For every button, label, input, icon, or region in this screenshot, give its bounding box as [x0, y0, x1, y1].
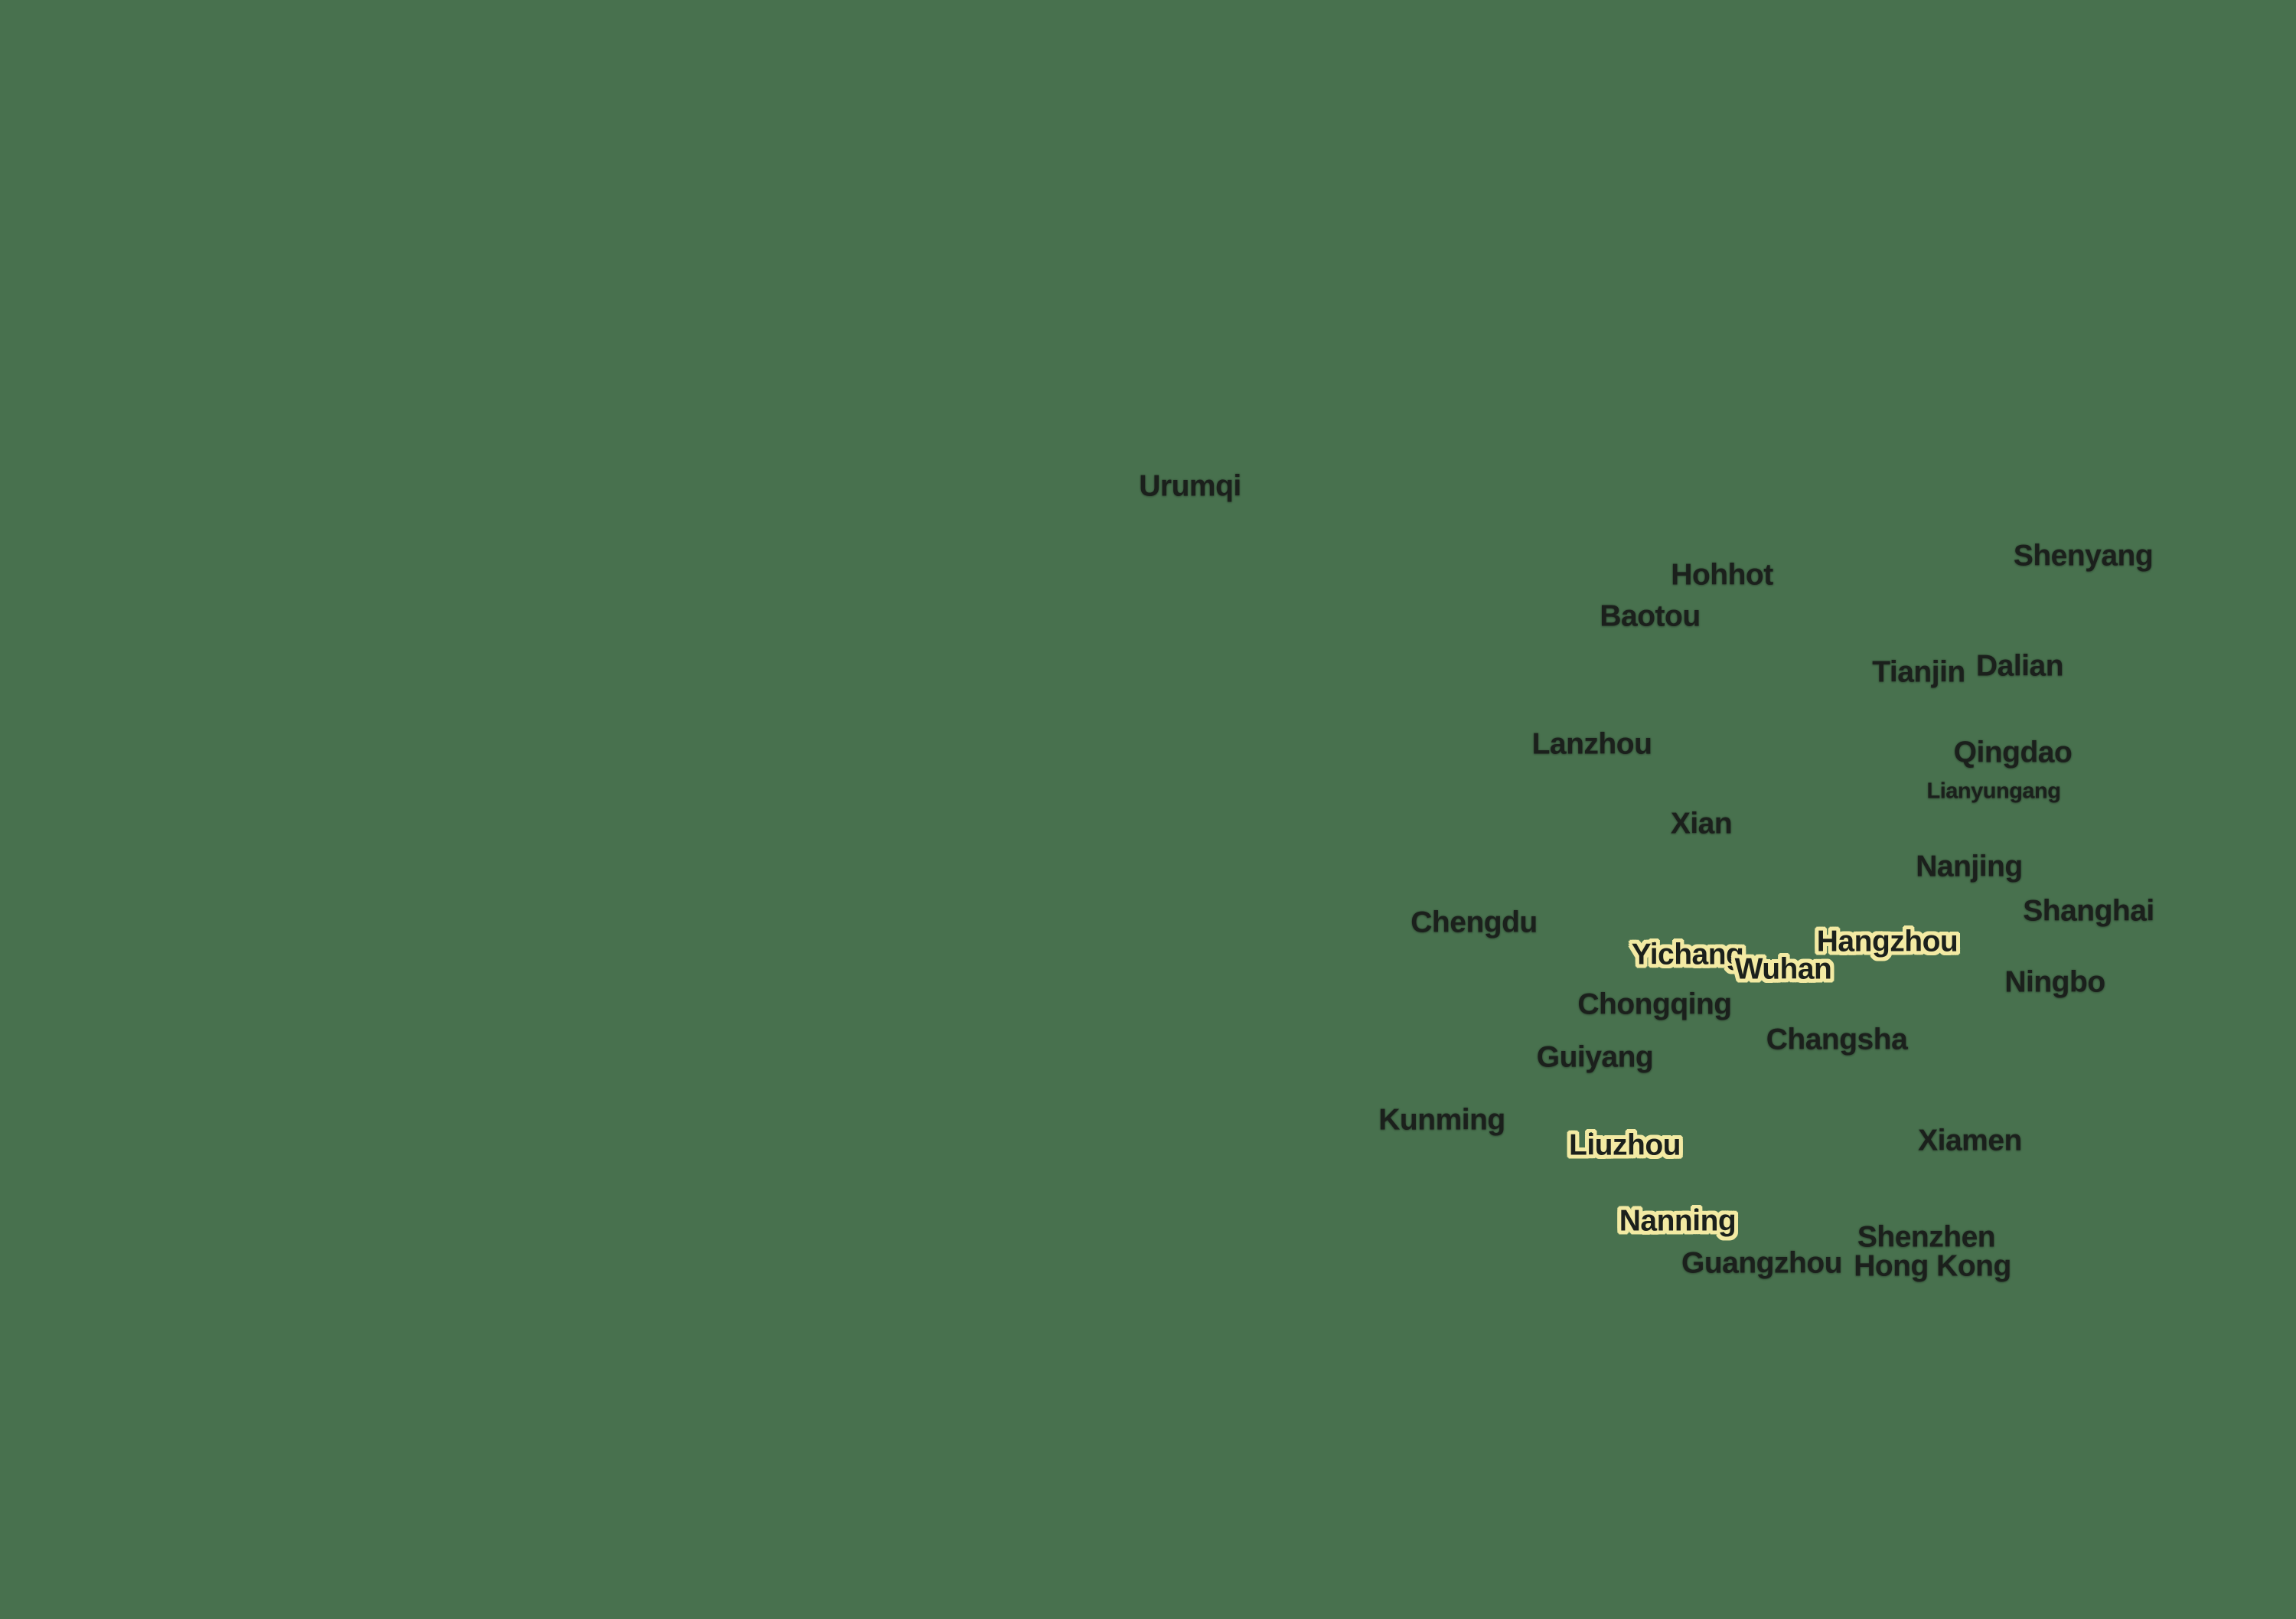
city-label-baotou: Baotou	[1600, 599, 1701, 633]
city-label-guiyang: Guiyang	[1536, 1040, 1654, 1074]
city-label-wuhan: Wuhan	[1734, 952, 1832, 986]
city-label-chongqing: Chongqing	[1577, 987, 1732, 1021]
city-label-xiamen: Xiamen	[1918, 1124, 2022, 1157]
city-label-qingdao: Qingdao	[1953, 736, 2073, 769]
city-label-ningbo: Ningbo	[2004, 965, 2105, 999]
city-label-shenyang: Shenyang	[2013, 539, 2154, 573]
city-label-liuzhou: Liuzhou	[1569, 1128, 1681, 1162]
city-label-lianyungang: Lianyungang	[1926, 778, 2061, 804]
city-label-kunming: Kunming	[1378, 1103, 1505, 1137]
city-label-yichang: Yichang	[1631, 938, 1744, 971]
city-label-hong-kong: Hong Kong	[1854, 1249, 2011, 1283]
city-label-chengdu: Chengdu	[1411, 906, 1538, 939]
city-label-shanghai: Shanghai	[2023, 894, 2154, 928]
city-label-nanning: Nanning	[1619, 1204, 1737, 1238]
city-label-shenzhen: Shenzhen	[1857, 1220, 1996, 1254]
city-label-xian: Xian	[1670, 807, 1733, 841]
city-label-urumqi: Urumqi	[1139, 469, 1241, 503]
city-label-nanjing: Nanjing	[1916, 850, 2023, 883]
city-label-dalian: Dalian	[1975, 649, 2064, 683]
city-label-hangzhou: Hangzhou	[1816, 925, 1958, 958]
city-label-hohhot: Hohhot	[1671, 558, 1773, 592]
city-label-guangzhou: Guangzhou	[1681, 1246, 1842, 1280]
city-label-tianjin: Tianjin	[1872, 655, 1965, 689]
city-label-changsha: Changsha	[1766, 1023, 1908, 1056]
city-label-lanzhou: Lanzhou	[1531, 727, 1652, 761]
